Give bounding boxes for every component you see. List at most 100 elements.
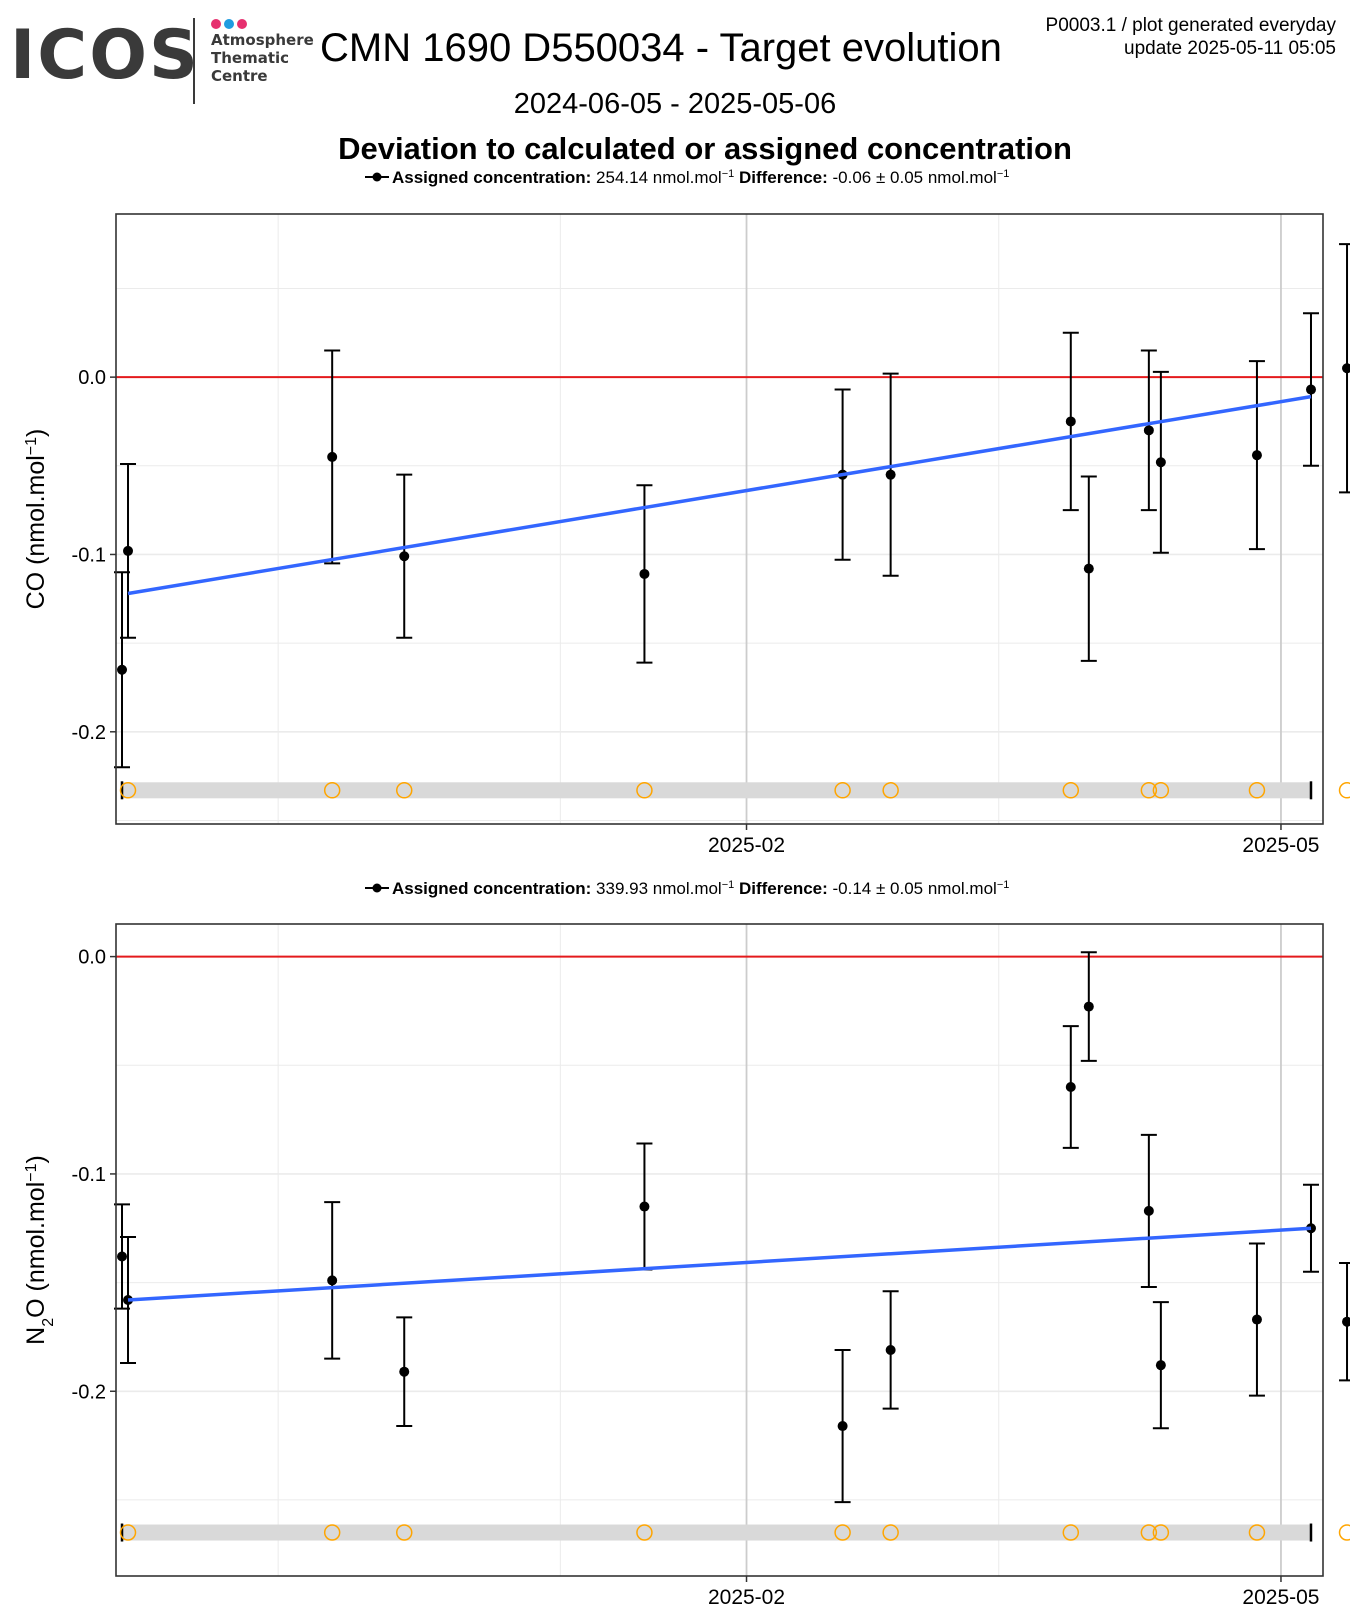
chart-panel-co: Assigned concentration: 254.14 nmol.mol−… xyxy=(22,168,1350,857)
event-marker xyxy=(1140,1524,1158,1541)
logo-subtitle: Atmosphere Thematic Centre xyxy=(211,31,314,85)
legend-assigned-value: 339.93 nmol.mol xyxy=(596,879,722,898)
legend-assigned-value: 254.14 nmol.mol xyxy=(596,168,722,187)
legend-point xyxy=(372,172,382,182)
legend-text: Assigned concentration: 254.14 nmol.mol−… xyxy=(392,168,1009,187)
y-label-sup: −1 xyxy=(23,437,40,455)
data-point xyxy=(1251,450,1262,461)
y-axis-label: N2O (nmol.mol−1) xyxy=(22,1155,57,1345)
logo-dots xyxy=(211,16,250,34)
icos-logo: ICOS Atmosphere Thematic Centre xyxy=(10,14,320,104)
y-axis-label: CO (nmol.mol−1) xyxy=(22,429,50,610)
data-point xyxy=(1155,457,1166,468)
legend-point xyxy=(372,883,382,893)
logo-sub-line: Atmosphere xyxy=(211,31,314,49)
y-tick-label: -0.1 xyxy=(72,1164,106,1186)
event-marker xyxy=(1248,782,1266,799)
x-tick-label: 2025-02 xyxy=(708,834,785,857)
y-label-sup: −1 xyxy=(23,1163,40,1181)
data-point xyxy=(1305,384,1316,395)
logo-dot xyxy=(211,19,221,29)
event-marker xyxy=(323,1524,341,1541)
legend-unit-sup: −1 xyxy=(722,879,735,891)
trend-line xyxy=(127,1226,1312,1302)
chart-subtitle: Deviation to calculated or assigned conc… xyxy=(338,131,1072,166)
y-label-part: O (nmol.mol xyxy=(22,1182,50,1318)
data-point xyxy=(399,551,410,562)
event-marker xyxy=(636,1524,653,1541)
y-label-part: ) xyxy=(22,1155,50,1163)
y-tick-label: 0.0 xyxy=(78,367,106,389)
legend-unit-sup: −1 xyxy=(997,879,1010,891)
y-label-part: N xyxy=(22,1327,50,1345)
data-point xyxy=(885,1344,896,1355)
y-label-part: CO (nmol.mol xyxy=(22,455,50,609)
logo-dot xyxy=(224,19,234,29)
event-marker xyxy=(119,782,137,799)
legend: Assigned concentration: 254.14 nmol.mol−… xyxy=(365,168,1009,187)
event-marker xyxy=(323,782,341,799)
event-marker xyxy=(1062,1524,1080,1541)
data-point xyxy=(1143,1205,1154,1216)
y-tick-label: -0.1 xyxy=(72,544,106,566)
event-marker xyxy=(882,1524,899,1541)
event-marker xyxy=(1152,1524,1170,1541)
plot-border xyxy=(115,923,1324,1577)
data-point xyxy=(123,545,134,556)
logo-text: ICOS xyxy=(10,16,200,95)
event-marker xyxy=(395,1524,413,1541)
data-point xyxy=(885,469,896,480)
marker-band xyxy=(122,1524,1311,1541)
x-tick-label: 2025-05 xyxy=(1242,834,1319,857)
x-tick-label: 2025-05 xyxy=(1242,1586,1319,1609)
meta-generated: P0003.1 / plot generated everyday xyxy=(1045,15,1336,36)
data-point xyxy=(1251,1314,1262,1325)
data-point xyxy=(399,1366,410,1377)
page-title: CMN 1690 D550034 - Target evolution xyxy=(320,26,1002,70)
data-point xyxy=(1155,1360,1166,1371)
data-point xyxy=(837,1421,848,1432)
x-tick-label: 2025-02 xyxy=(708,1586,785,1609)
event-marker xyxy=(1248,1524,1266,1541)
data-point xyxy=(327,451,338,462)
trend-line xyxy=(127,394,1312,596)
chart-panel-n2o: Assigned concentration: 339.93 nmol.mol−… xyxy=(22,879,1350,1609)
logo-sub-line: Thematic xyxy=(211,49,290,67)
data-point xyxy=(1083,563,1094,574)
marker-band xyxy=(122,782,1311,799)
y-label-sub: 2 xyxy=(40,1318,57,1327)
legend-assigned-label: Assigned concentration: xyxy=(392,168,596,187)
legend-difference-value: -0.14 ± 0.05 nmol.mol xyxy=(833,879,997,898)
event-marker xyxy=(636,782,653,799)
event-marker xyxy=(834,782,851,799)
logo-sub-line: Centre xyxy=(211,67,268,85)
data-point xyxy=(327,1275,338,1286)
data-point xyxy=(1342,363,1350,374)
data-point xyxy=(1083,1001,1094,1012)
y-label-part: ) xyxy=(22,429,50,437)
legend-difference-label: Difference: xyxy=(734,879,832,898)
legend-difference-value: -0.06 ± 0.05 nmol.mol xyxy=(833,168,997,187)
plot-meta: P0003.1 / plot generated everyday update… xyxy=(1046,14,1336,60)
event-marker xyxy=(119,1524,137,1541)
data-point xyxy=(1342,1316,1350,1327)
data-point xyxy=(117,1251,128,1262)
date-range: 2024-06-05 - 2025-05-06 xyxy=(513,88,837,120)
y-tick-label: -0.2 xyxy=(72,1381,106,1403)
event-marker xyxy=(395,782,413,799)
data-point xyxy=(117,664,128,675)
event-marker xyxy=(882,782,899,799)
data-point xyxy=(1065,416,1076,427)
event-marker xyxy=(1338,782,1350,799)
event-marker xyxy=(834,1524,851,1541)
y-tick-label: -0.2 xyxy=(72,722,106,744)
data-point xyxy=(639,568,650,579)
legend-difference-label: Difference: xyxy=(734,168,832,187)
y-tick-label: 0.0 xyxy=(78,947,106,969)
legend-unit-sup: −1 xyxy=(997,168,1010,180)
event-marker xyxy=(1152,782,1170,799)
legend-assigned-label: Assigned concentration: xyxy=(392,879,596,898)
legend: Assigned concentration: 339.93 nmol.mol−… xyxy=(365,879,1009,898)
legend-unit-sup: −1 xyxy=(722,168,735,180)
